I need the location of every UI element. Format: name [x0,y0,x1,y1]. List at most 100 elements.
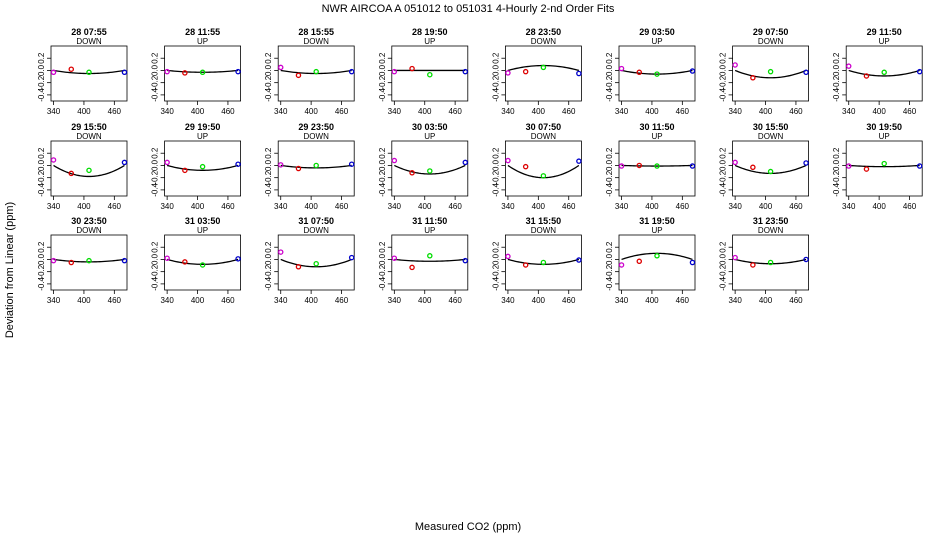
x-tick-label: 340 [501,296,515,305]
y-tick-label: 0.0 [832,159,841,171]
data-point [277,249,284,255]
fit-curve [734,69,807,79]
y-tick-label: 0.0 [151,159,160,171]
data-point [689,68,696,74]
y-tick-label: -0.4 [605,87,614,101]
x-tick-label: 340 [274,202,288,211]
y-tick-label: -0.4 [832,87,841,101]
x-tick-label: 400 [418,296,432,305]
data-point [68,259,75,266]
data-point [750,262,756,268]
y-tick-label: 0.0 [37,159,46,171]
data-point [732,62,738,68]
x-tick-label: 340 [47,202,61,211]
panel-direction: DOWN [76,226,102,235]
x-tick-label: 460 [108,107,122,116]
y-tick-label: 0.0 [37,64,46,76]
x-tick-label: 340 [160,107,174,116]
data-point [654,163,660,169]
y-tick-label: 0.0 [719,64,728,76]
panel-title: 29 07:50 [753,27,789,37]
y-tick-label: -0.4 [491,87,500,101]
panel-title: 30 03:50 [412,122,448,132]
x-tick-label: 460 [221,107,235,116]
data-point [391,68,398,75]
y-tick-label: 0.0 [605,159,614,171]
y-tick-label: -0.2 [151,75,160,89]
y-tick-label: -0.2 [719,170,728,184]
panel-direction: DOWN [531,37,557,46]
y-tick-label: -0.2 [151,170,160,184]
data-point [313,162,319,169]
panel-direction: DOWN [758,132,784,141]
panel-direction: DOWN [304,132,330,141]
x-tick-label: 460 [562,296,576,305]
fit-curve [280,258,352,268]
panel-title: 31 03:50 [185,216,221,226]
data-point [277,64,284,71]
y-tick-label: 0.2 [491,241,500,253]
x-tick-label: 460 [448,296,462,305]
y-tick-label: 0.0 [37,253,46,265]
data-point [462,159,469,166]
data-point [654,71,660,77]
panel-frame [732,140,809,197]
data-point [295,72,302,79]
panel-title: 29 23:50 [298,122,334,132]
y-tick-label: -0.4 [378,87,387,101]
y-tick-label: -0.4 [151,276,160,290]
x-tick-label: 400 [191,296,205,305]
x-tick-label: 460 [562,202,576,211]
panel-frame [164,234,242,291]
data-point [50,157,57,163]
x-tick-label: 460 [676,202,690,211]
x-tick-label: 340 [728,202,742,211]
data-point [462,68,469,75]
panel-title: 31 19:50 [639,216,675,226]
y-tick-label: -0.2 [264,264,273,278]
data-point [689,163,696,169]
y-tick-label: -0.2 [378,170,387,184]
x-tick-label: 400 [645,202,659,211]
x-tick-label: 400 [759,107,773,116]
data-point [409,170,415,176]
panel-direction: UP [424,226,435,235]
panel-direction: DOWN [76,132,102,141]
data-point [313,260,319,267]
y-tick-label: 0.2 [832,147,841,159]
data-point [409,65,415,72]
data-point [391,255,398,261]
x-tick-label: 400 [191,107,205,116]
data-point [295,165,302,172]
panel-title: 28 23:50 [526,27,562,37]
panel-frame [845,140,923,197]
x-tick-label: 340 [160,296,174,305]
data-point [618,262,625,268]
y-tick-label: -0.4 [491,276,500,290]
panel-title: 28 19:50 [412,27,448,37]
y-tick-label: 0.2 [378,147,387,159]
data-point [391,157,398,164]
y-tick-label: 0.0 [264,159,273,171]
y-axis-label: Deviation from Linear (ppm) [4,202,16,338]
data-point [86,69,92,76]
fit-curve [280,69,352,75]
data-point [235,161,241,167]
y-tick-label: -0.4 [605,182,614,196]
y-tick-label: -0.4 [264,87,273,101]
x-tick-label: 400 [532,107,546,116]
y-tick-label: -0.4 [37,182,46,196]
y-tick-label: 0.0 [491,64,500,76]
data-point [462,257,469,264]
x-tick-label: 460 [108,202,122,211]
fit-curve [53,164,125,178]
data-point [863,166,870,172]
panel-title: 29 19:50 [185,122,221,132]
y-tick-label: -0.4 [832,182,841,196]
panel-direction: UP [651,37,662,46]
